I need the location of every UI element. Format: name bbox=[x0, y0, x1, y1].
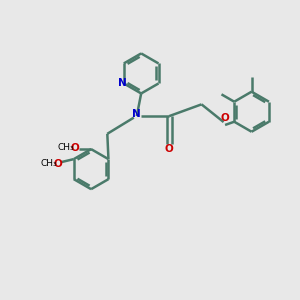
Text: O: O bbox=[70, 142, 79, 153]
Text: CH₃: CH₃ bbox=[58, 143, 74, 152]
Text: O: O bbox=[53, 158, 62, 169]
Text: N: N bbox=[118, 79, 127, 88]
Text: N: N bbox=[132, 109, 141, 119]
Text: O: O bbox=[220, 113, 229, 124]
Text: O: O bbox=[165, 144, 173, 154]
Text: CH₃: CH₃ bbox=[40, 159, 57, 168]
